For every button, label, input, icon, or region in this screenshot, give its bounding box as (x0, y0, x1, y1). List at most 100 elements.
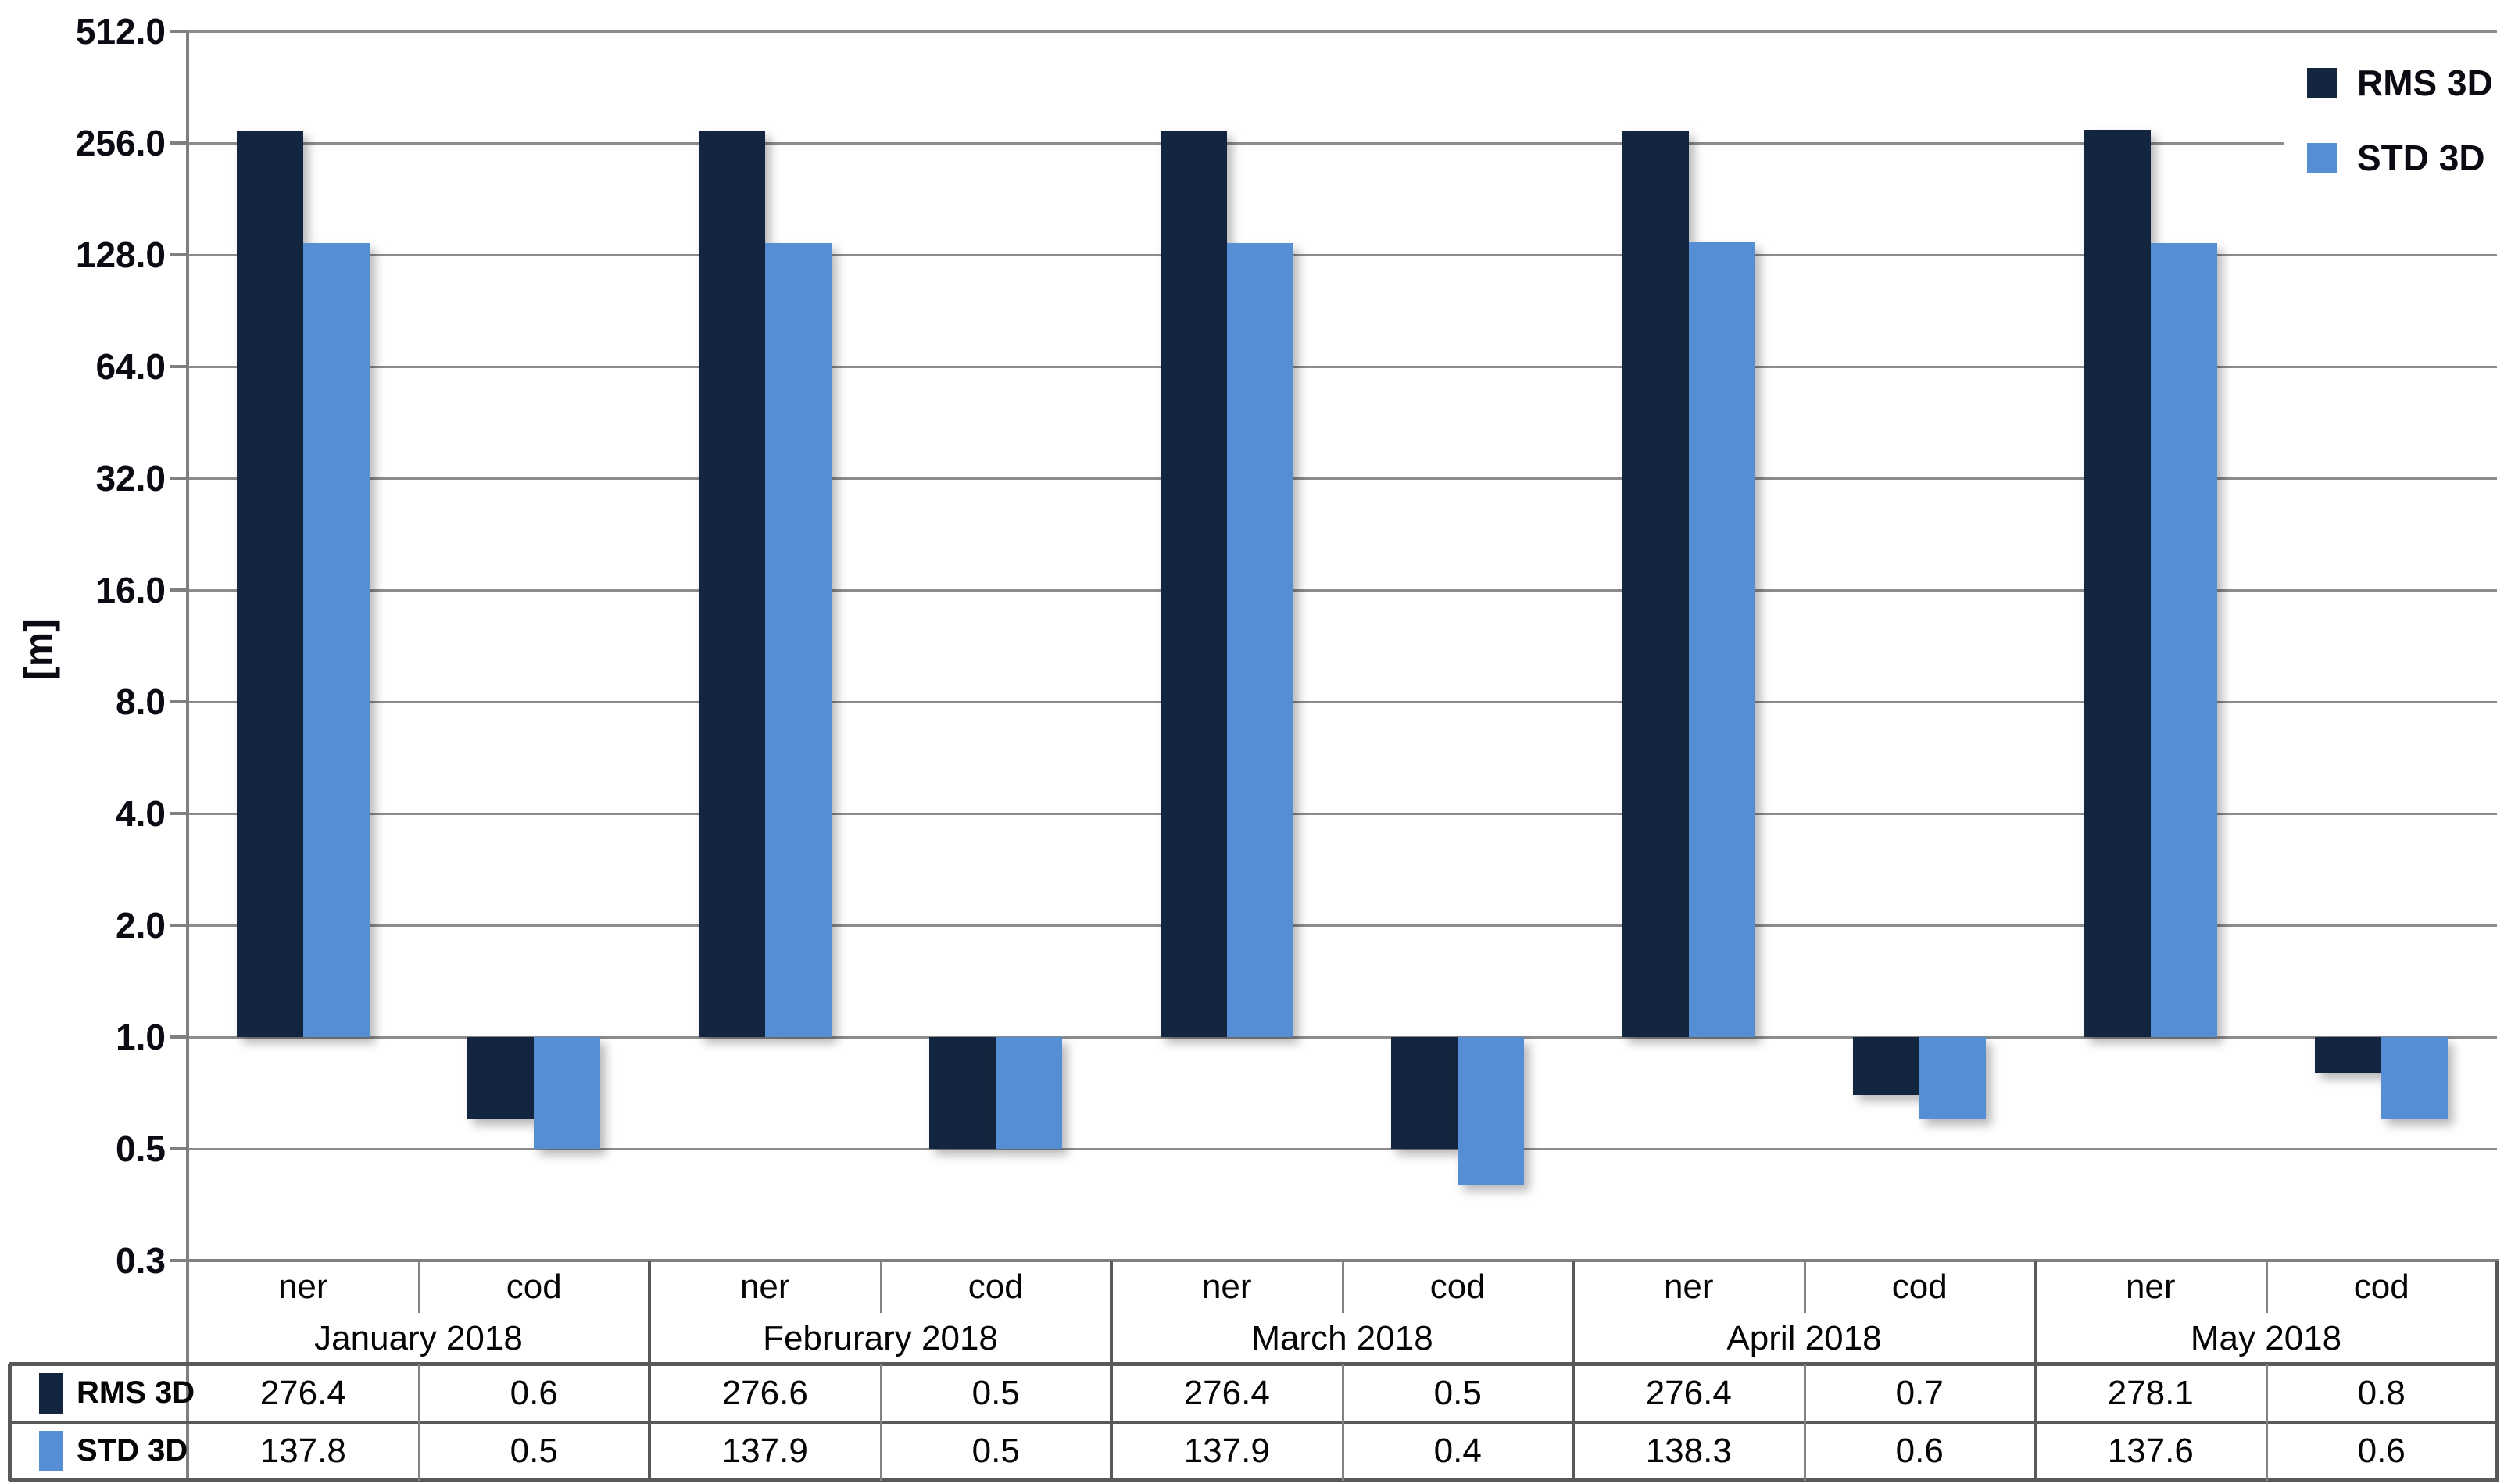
table-header-subgroup: cod (506, 1267, 562, 1306)
y-tick-label: 2.0 (116, 905, 166, 946)
bar-std-3d-cod-month1 (534, 1037, 600, 1149)
y-gridline (188, 701, 2497, 703)
legend-entry-std-3d: STD 3D (2284, 136, 2504, 180)
table-value-cell: 0.6 (510, 1373, 558, 1412)
table-value-cell: 0.5 (971, 1431, 1020, 1470)
bar-rms-3d-cod-month5 (2315, 1037, 2381, 1073)
y-gridline (188, 254, 2497, 256)
table-value-cell: 276.4 (1183, 1373, 1270, 1412)
y-gridline (188, 1148, 2497, 1150)
y-axis-line (186, 30, 189, 1482)
table-border-left (8, 1364, 12, 1481)
table-border-right (2495, 1261, 2499, 1481)
y-tick-label: 32.0 (95, 458, 166, 499)
table-value-cell: 137.6 (2107, 1431, 2194, 1470)
y-gridline (188, 813, 2497, 815)
y-axis-tickmark (170, 253, 189, 256)
table-value-cell: 278.1 (2107, 1373, 2194, 1412)
bar-std-3d-cod-month5 (2381, 1037, 2448, 1119)
y-axis-tickmark (170, 588, 189, 592)
table-value-cell: 0.6 (1895, 1431, 1944, 1470)
table-month-divider (1572, 1261, 1575, 1481)
table-value-cell: 137.8 (259, 1431, 346, 1470)
bar-std-3d-cod-month3 (1458, 1037, 1524, 1185)
table-header-subgroup: ner (277, 1267, 328, 1306)
table-value-cell: 0.6 (2357, 1431, 2406, 1470)
bar-rms-3d-ner-month5 (2084, 130, 2151, 1037)
table-subgroup-divider (1803, 1364, 1806, 1481)
table-header-month: January 2018 (314, 1318, 523, 1357)
table-value-cell: 0.5 (1433, 1373, 1482, 1412)
table-header-subgroup: ner (739, 1267, 790, 1306)
bar-rms-3d-ner-month3 (1161, 131, 1227, 1037)
y-axis-tickmark (170, 1147, 189, 1150)
table-header-subgroup: cod (2353, 1267, 2409, 1306)
y-axis-tickmark (170, 30, 189, 33)
y-axis-tickmark (170, 924, 189, 927)
y-gridline (188, 589, 2497, 592)
bar-std-3d-cod-month2 (996, 1037, 1062, 1149)
bar-std-3d-ner-month5 (2151, 243, 2217, 1037)
legend-key-swatch (2307, 143, 2337, 173)
bar-std-3d-ner-month2 (765, 243, 832, 1037)
bar-rms-3d-ner-month1 (237, 131, 303, 1037)
y-axis-tickmark (170, 812, 189, 815)
y-tick-label: 0.3 (116, 1240, 166, 1281)
bar-rms-3d-cod-month1 (467, 1037, 534, 1119)
table-header-subgroup: cod (968, 1267, 1024, 1306)
table-value-cell: 0.7 (1895, 1373, 1944, 1412)
y-gridline (188, 924, 2497, 927)
table-header-subgroup: cod (1891, 1267, 1948, 1306)
table-subgroup-divider (2265, 1364, 2268, 1481)
y-tick-label: 8.0 (116, 681, 166, 722)
bar-std-3d-cod-month4 (1919, 1037, 1986, 1119)
table-month-divider (648, 1261, 651, 1481)
table-legend-key-rms-3d (39, 1372, 63, 1414)
table-value-cell: 0.4 (1433, 1431, 1482, 1470)
y-axis-tickmark (170, 365, 189, 368)
y-axis-tickmark (170, 141, 189, 145)
table-header-subgroup: cod (1429, 1267, 1486, 1306)
y-tick-label: 512.0 (75, 11, 166, 52)
y-tick-label: 16.0 (95, 570, 166, 610)
table-value-cell: 137.9 (721, 1431, 808, 1470)
y-tick-label: 256.0 (75, 123, 166, 163)
table-value-cell: 138.3 (1645, 1431, 1732, 1470)
bar-rms-3d-cod-month2 (929, 1037, 996, 1149)
table-month-divider (1110, 1261, 1113, 1481)
table-subgroup-divider (417, 1261, 420, 1313)
table-header-month: Februrary 2018 (763, 1318, 998, 1357)
table-header-month: May 2018 (2190, 1318, 2342, 1357)
bar-std-3d-ner-month1 (303, 243, 370, 1037)
table-subgroup-divider (2265, 1261, 2268, 1313)
legend-label: STD 3D (2357, 138, 2485, 178)
table-value-cell: 0.8 (2357, 1373, 2406, 1412)
table-series-label: STD 3D (77, 1433, 188, 1468)
table-value-cell: 276.6 (721, 1373, 808, 1412)
table-subgroup-divider (1803, 1261, 1806, 1313)
table-border (9, 1362, 2499, 1366)
table-value-cell: 0.5 (510, 1431, 558, 1470)
table-legend-key-std-3d (39, 1430, 63, 1471)
table-header-month: April 2018 (1726, 1318, 1882, 1357)
table-value-cell: 0.5 (971, 1373, 1020, 1412)
y-axis-tickmark (170, 700, 189, 703)
y-axis-tickmark (170, 1035, 189, 1039)
table-subgroup-divider (879, 1261, 882, 1313)
bar-rms-3d-cod-month4 (1853, 1037, 1919, 1095)
legend-key-swatch (2307, 68, 2337, 98)
table-border (9, 1421, 2499, 1424)
table-header-subgroup: ner (2125, 1267, 2176, 1306)
bar-std-3d-ner-month3 (1227, 243, 1293, 1037)
bar-std-3d-ner-month4 (1689, 242, 1755, 1037)
y-tick-label: 64.0 (95, 346, 166, 387)
table-series-label: RMS 3D (77, 1375, 195, 1410)
bar-rms-3d-ner-month2 (699, 131, 765, 1037)
table-subgroup-divider (417, 1364, 420, 1481)
y-gridline (188, 30, 2497, 33)
table-header-month: March 2018 (1251, 1318, 1433, 1357)
table-value-cell: 137.9 (1183, 1431, 1270, 1470)
y-gridline (188, 142, 2497, 145)
y-axis-title: [m] (16, 619, 60, 680)
